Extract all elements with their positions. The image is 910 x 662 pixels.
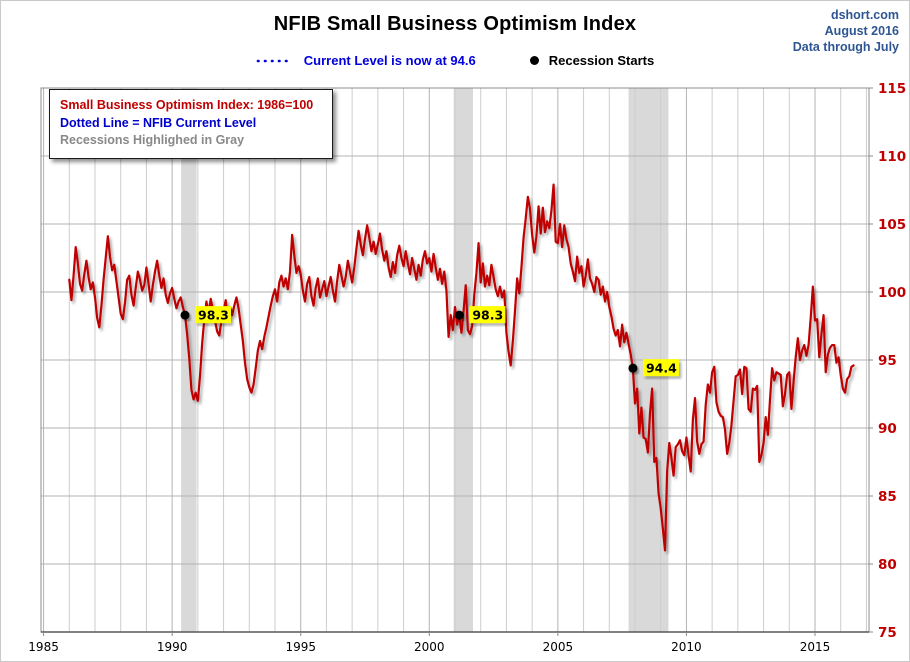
annotation-highlight xyxy=(642,359,679,377)
annotation-highlight xyxy=(195,306,231,324)
legend-current-level-label: Current Level is now at 94.6 xyxy=(303,53,476,68)
annotation-value: 98.3 xyxy=(198,308,229,323)
y-tick-label: 115 xyxy=(878,81,906,97)
source-block: dshort.com August 2016 Data through July xyxy=(793,7,899,55)
legend-recession-label: Recession Starts xyxy=(548,53,655,68)
info-box-dotted-note: Dotted Line = NFIB Current Level xyxy=(60,115,257,130)
series-line xyxy=(68,183,855,552)
y-tick-label: 105 xyxy=(878,217,906,233)
y-tick-label: 95 xyxy=(878,353,897,369)
info-box: Small Business Optimism Index: 1986=100 … xyxy=(49,89,333,159)
page-title: NFIB Small Business Optimism Index xyxy=(273,13,637,35)
info-box-series-note: Small Business Optimism Index: 1986=100 xyxy=(60,98,314,112)
x-tick-label: 2005 xyxy=(543,640,574,654)
x-tick-label: 1995 xyxy=(285,640,316,654)
y-tick-label: 80 xyxy=(878,557,897,573)
x-tick-label: 2015 xyxy=(800,640,831,654)
annotation-value: 94.4 xyxy=(646,361,677,376)
y-tick-label: 110 xyxy=(878,149,906,165)
x-tick-label: 1985 xyxy=(28,640,59,654)
annotation-value: 98.3 xyxy=(472,308,503,323)
x-tick-label: 2010 xyxy=(671,640,702,654)
recession-start-dot xyxy=(180,310,190,320)
y-tick-label: 85 xyxy=(878,489,897,505)
info-box-recession-note: Recessions Highlighed in Gray xyxy=(60,133,245,147)
source-note: Data through July xyxy=(792,40,899,54)
source-date: August 2016 xyxy=(824,24,899,38)
y-tick-label: 75 xyxy=(878,625,897,641)
x-tick-label: 1990 xyxy=(157,640,188,654)
y-tick-label: 90 xyxy=(878,421,897,437)
recession-start-dot-icon xyxy=(529,56,539,65)
recession-start-dot xyxy=(628,363,638,373)
x-tick-label: 2000 xyxy=(414,640,445,654)
recession-start-dot xyxy=(454,310,464,320)
annotation-highlight xyxy=(469,306,506,324)
y-tick-label: 100 xyxy=(878,285,906,301)
source-site: dshort.com xyxy=(830,8,899,22)
current-level-line-sample-icon xyxy=(256,59,294,62)
chart-legend: Current Level is now at 94.6 Recession S… xyxy=(1,53,909,68)
